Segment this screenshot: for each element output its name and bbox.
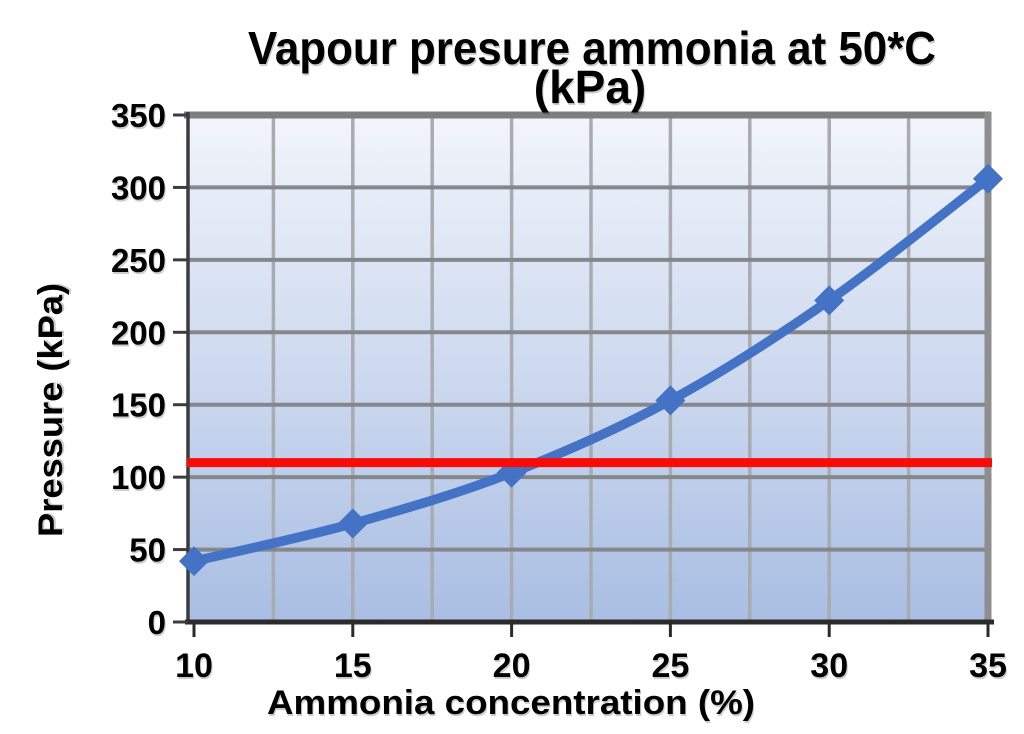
data-point-marker xyxy=(814,285,845,316)
x-tick-label: 20 xyxy=(493,647,531,685)
data-point-marker xyxy=(973,163,1003,194)
gridlines xyxy=(188,115,988,622)
y-tick-label: 200 xyxy=(111,314,166,351)
y-axis-title: Pressure (kPa) xyxy=(32,283,70,537)
x-tick-label: 30 xyxy=(810,647,848,685)
y-tick-label: 250 xyxy=(111,242,166,279)
x-tick-label: 25 xyxy=(651,647,689,685)
y-tick-label: 300 xyxy=(111,169,166,206)
chart-title-line2: (kPa) xyxy=(534,61,646,113)
data-point-marker xyxy=(179,546,209,577)
plot-borders xyxy=(184,111,992,624)
tick-labels: 0 50 100 150 200 250 300 350 10 15 20 25 30 35 xyxy=(111,97,1007,685)
chart-title-line1: Vapour presure ammonia at 50*C xyxy=(248,22,936,74)
x-tick-label: 10 xyxy=(175,647,213,685)
x-axis-title: Ammonia concentration (%) xyxy=(267,684,755,722)
data-point-marker xyxy=(337,508,368,539)
y-tick-label: 0 xyxy=(148,604,166,641)
data-point-marker xyxy=(655,385,686,416)
y-tick-label: 350 xyxy=(111,97,166,134)
plot-area xyxy=(188,115,988,622)
x-tick-label: 15 xyxy=(334,647,372,685)
y-tick-label: 150 xyxy=(111,387,166,424)
axes xyxy=(173,112,994,637)
x-tick-label: 35 xyxy=(969,647,1007,685)
y-tick-label: 50 xyxy=(129,532,166,569)
y-tick-label: 100 xyxy=(111,459,166,496)
